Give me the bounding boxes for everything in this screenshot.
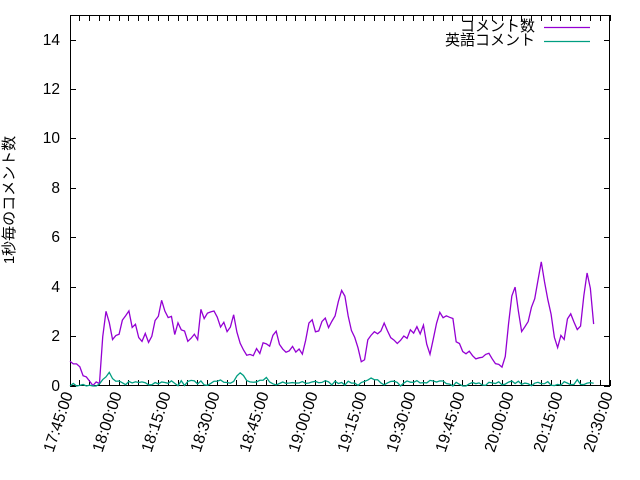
- svg-text:10: 10: [43, 130, 61, 147]
- svg-text:14: 14: [43, 32, 61, 49]
- svg-text:4: 4: [51, 279, 60, 296]
- svg-text:6: 6: [51, 229, 60, 246]
- svg-text:12: 12: [43, 81, 60, 98]
- svg-text:2: 2: [51, 328, 60, 345]
- svg-text:英語コメント: 英語コメント: [445, 31, 535, 49]
- svg-text:8: 8: [51, 180, 60, 197]
- svg-text:1秒毎のコメント数: 1秒毎のコメント数: [1, 136, 18, 264]
